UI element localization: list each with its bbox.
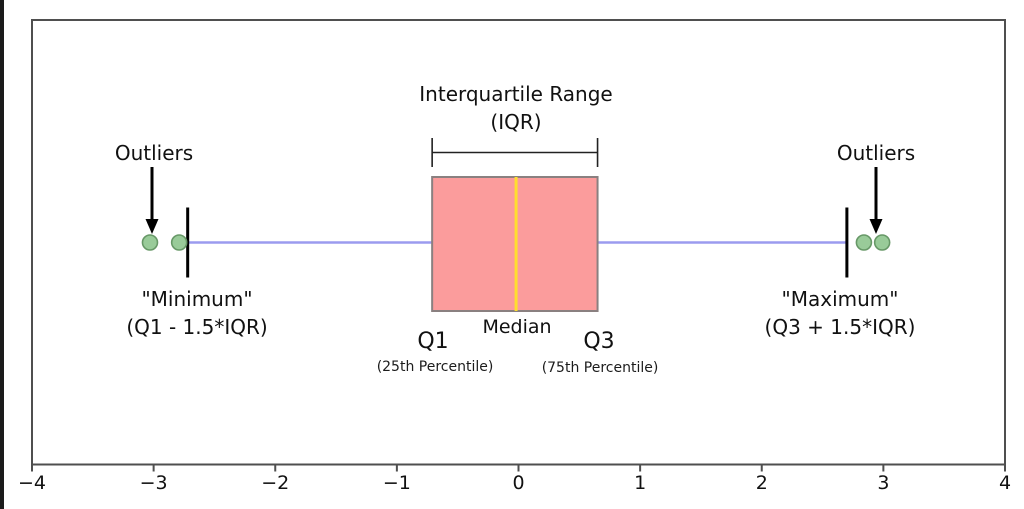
x-tick-label: 4 (998, 472, 1012, 494)
maximum-label-line1: "Maximum" (781, 287, 899, 311)
q3-label: Q3 (583, 329, 615, 354)
screen-left-border (0, 0, 4, 509)
maximum-label-line2: (Q3 + 1.5*IQR) (764, 315, 916, 340)
outliers-label-left: Outliers (114, 141, 194, 165)
q1-sub-label: (25th Percentile) (376, 359, 494, 375)
outlier-arrow-left (145, 167, 159, 234)
q3-sub-label: (75th Percentile) (541, 360, 659, 376)
x-tick-label: −1 (382, 472, 411, 494)
outlier-point (873, 234, 891, 251)
x-tick-label: 2 (755, 472, 768, 494)
maximum-label: "Maximum" (Q3 + 1.5*IQR) (765, 285, 916, 342)
q1-label: Q1 (417, 329, 449, 354)
minimum-label-line2: (Q1 - 1.5*IQR) (126, 315, 268, 340)
iqr-title-line2: (IQR) (490, 110, 542, 135)
minimum-label-line1: "Minimum" (141, 287, 253, 311)
outlier-point (170, 234, 188, 251)
minimum-label: "Minimum" (Q1 - 1.5*IQR) (126, 285, 267, 342)
x-tick-label: 0 (512, 472, 525, 494)
iqr-title: Interquartile Range (IQR) (419, 80, 612, 137)
outlier-point (141, 234, 159, 251)
x-tick-label: −4 (17, 472, 47, 494)
outlier-point (855, 234, 873, 251)
outlier-arrow-right (869, 167, 883, 234)
outliers-label-right: Outliers (836, 141, 916, 165)
median-label: Median (482, 316, 552, 338)
x-tick-label: −3 (139, 472, 168, 494)
x-tick-label: 3 (877, 472, 890, 494)
x-tick-label: 1 (634, 472, 647, 494)
iqr-title-line1: Interquartile Range (419, 82, 613, 106)
x-tick-label: −2 (261, 472, 290, 494)
